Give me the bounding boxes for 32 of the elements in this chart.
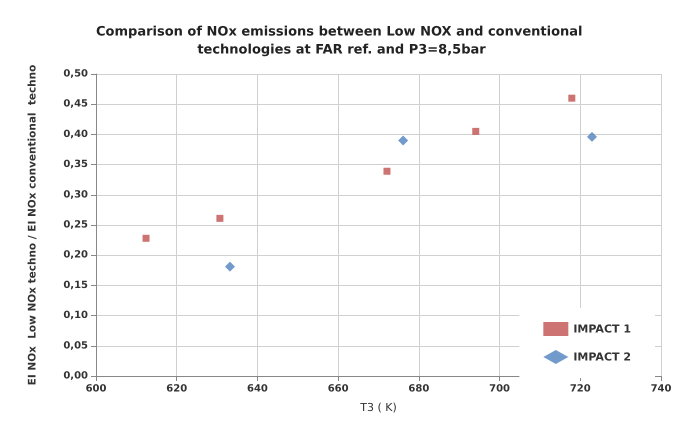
x-tick-label: 620 [166,384,188,394]
point [383,168,390,175]
y-tick-label: 0,35 [63,159,88,170]
x-tick-label: 700 [489,384,510,394]
point [224,262,235,272]
x-tick-label: 740 [650,384,672,394]
y-tick-label: 0,00 [63,370,88,382]
x-tick-label: 600 [86,384,106,394]
x-tick-label: 660 [328,384,349,394]
point [586,132,597,142]
x-tick-label: 640 [246,384,268,394]
y-tick-label: 0,20 [63,250,88,261]
point [398,135,408,146]
y-tick-label: 0,45 [63,98,88,110]
point [216,214,224,222]
x-tick-label: 680 [408,384,430,394]
y-axis-title: EI NOx Low NOx techno / EI NOx conventional techno [26,64,38,386]
point [472,128,480,135]
legend-label: IMPACT 1 [573,322,632,336]
point [568,94,576,102]
y-tick-label: 0,10 [63,310,88,322]
point [142,234,150,242]
y-tick-label: 0,05 [63,340,88,352]
x-tick-label: 720 [570,384,591,394]
chart-title: Comparison of NOx emissions between Low NOX and conventional technologies at FAR ref. and P3=8,5bar [96,24,588,58]
y-tick-label: 0,15 [63,280,88,291]
y-tick-label: 0,25 [63,220,88,230]
x-axis-title: T3 ( K) [359,401,397,414]
y-tick-label: 0,40 [63,128,88,140]
y-tick-label: 0,30 [63,189,88,200]
y-tick-label: 0,50 [63,68,88,80]
legend-label: IMPACT 2 [573,350,632,364]
